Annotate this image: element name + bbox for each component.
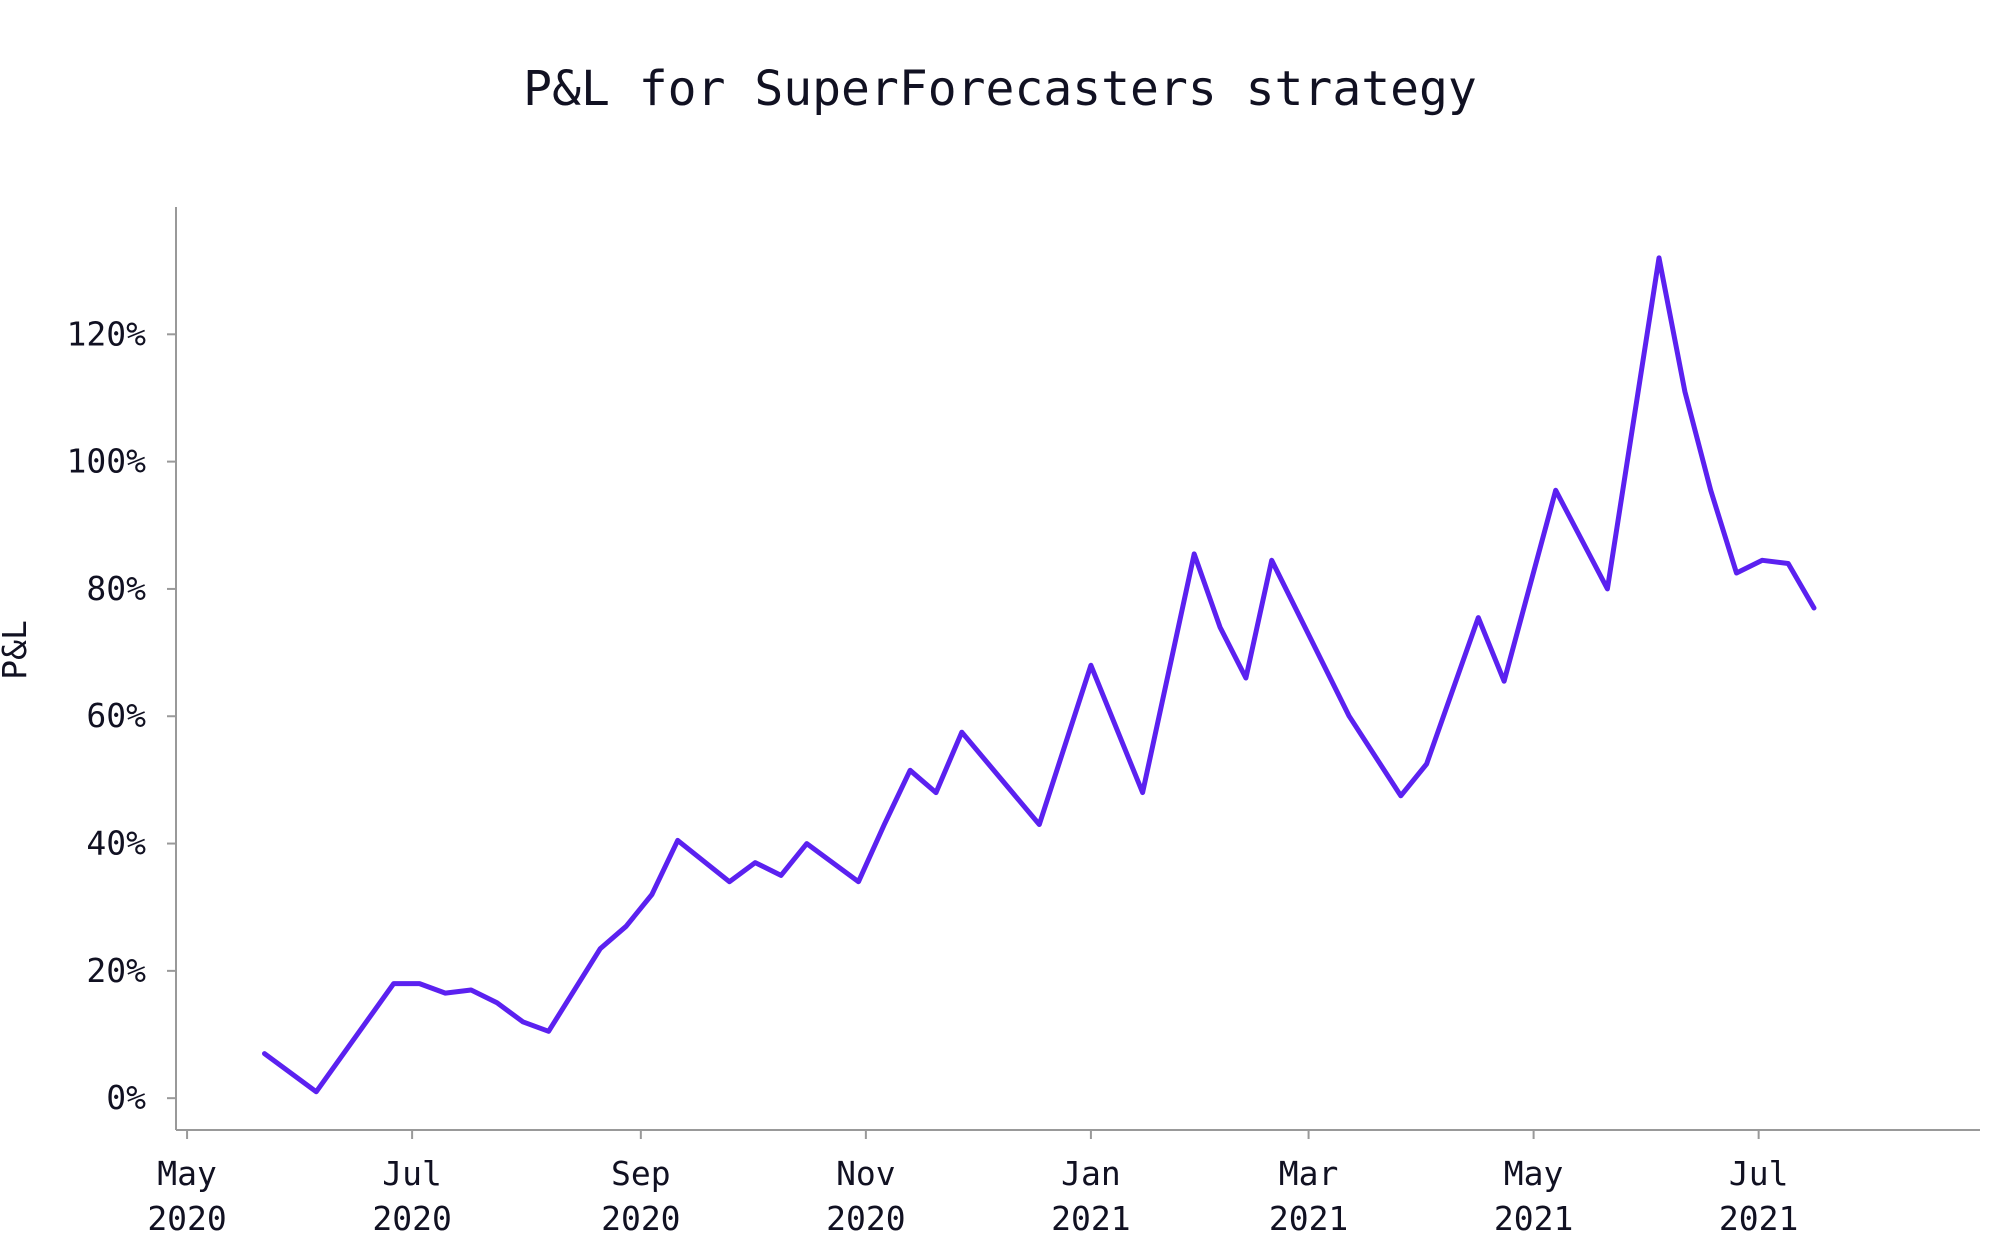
x-tick-label-month: Jul (382, 1154, 442, 1193)
x-ticks: May 2020 Jul 2020 Sep 2020 Nov 2020 Jan 2021 Mar 20… (147, 1130, 1798, 1238)
y-tick-label: 120% (67, 314, 147, 353)
y-tick-label: 0% (106, 1078, 146, 1117)
x-tick-label-month: Sep (611, 1154, 671, 1193)
x-tick-label-year: 2021 (1494, 1199, 1573, 1238)
x-tick-label-month: May (157, 1154, 217, 1193)
x-tick-label-year: 2020 (601, 1199, 680, 1238)
x-tick-label-year: 2021 (1719, 1199, 1798, 1238)
x-tick-label-year: 2020 (147, 1199, 226, 1238)
y-tick-label: 40% (86, 824, 146, 863)
y-tick-label: 80% (86, 569, 146, 608)
y-tick-label: 100% (67, 442, 147, 481)
y-axis-label: P&L (0, 620, 34, 680)
chart-title: P&L for SuperForecasters strategy (523, 61, 1477, 117)
x-tick-label-year: 2021 (1051, 1199, 1130, 1238)
x-tick-label-month: Jan (1061, 1154, 1121, 1193)
x-tick-label-year: 2021 (1269, 1199, 1348, 1238)
x-tick-label-month: Nov (836, 1154, 896, 1193)
series-layer (262, 255, 1817, 1095)
y-tick-label: 60% (86, 696, 146, 735)
series-line (262, 255, 1817, 1095)
y-ticks: 0% 20% 40% 60% 80% 100% 120% (67, 314, 176, 1117)
x-tick-label-year: 2020 (372, 1199, 451, 1238)
x-tick-label-month: May (1504, 1154, 1564, 1193)
x-tick-label-month: Jul (1729, 1154, 1789, 1193)
x-tick-label-year: 2020 (826, 1199, 905, 1238)
x-tick-label-month: Mar (1279, 1154, 1339, 1193)
y-tick-label: 20% (86, 951, 146, 990)
